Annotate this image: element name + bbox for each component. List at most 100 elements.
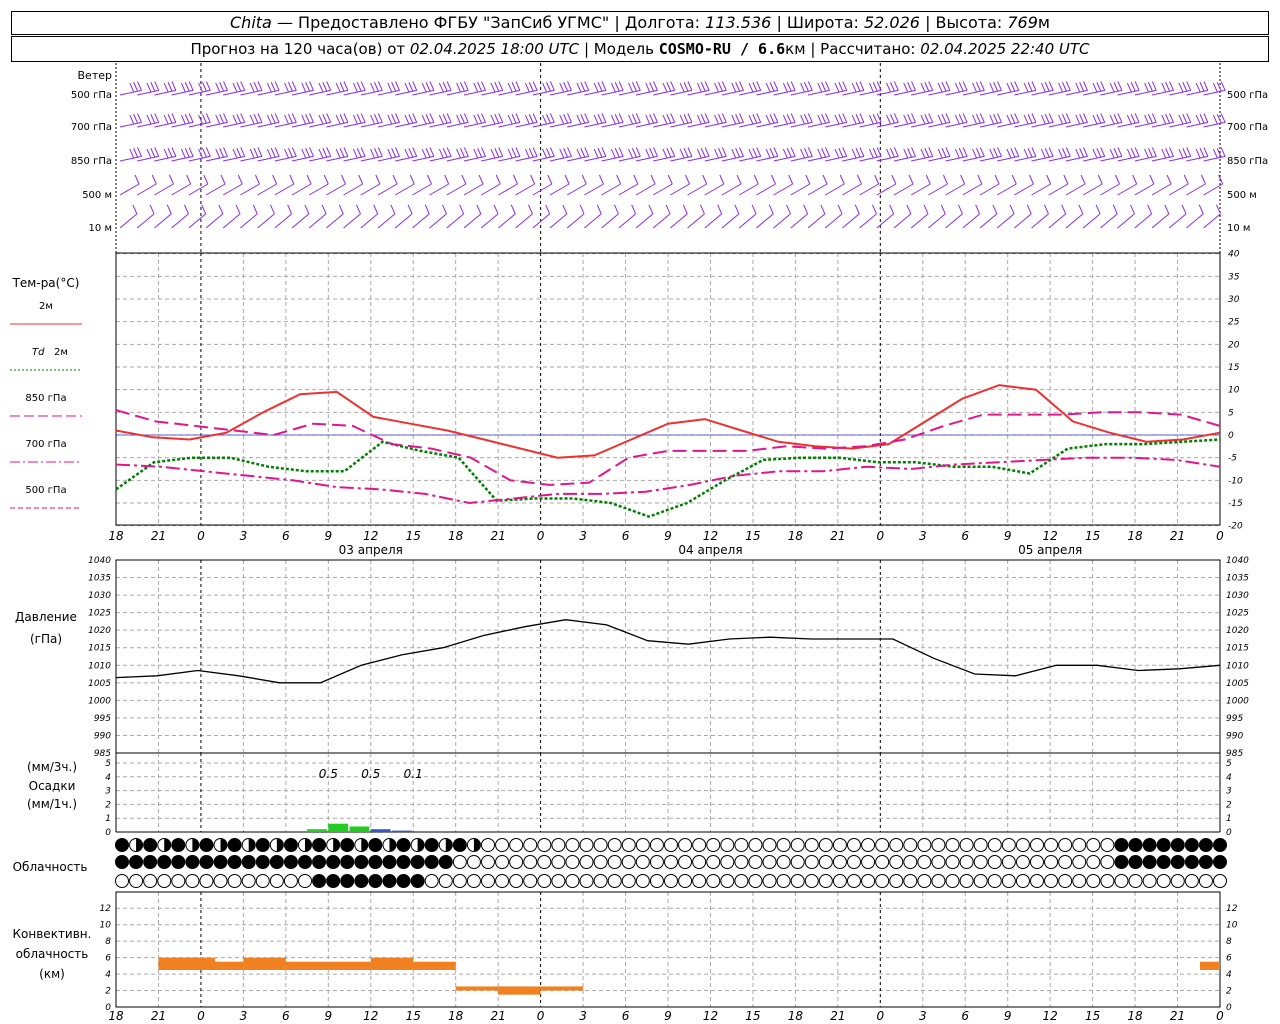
header-row-2: Прогноз на 120 часа(ов) от 02.04.2025 18… [11, 36, 1269, 62]
wind-barb-flag [446, 147, 452, 157]
wind-barb-flag [463, 113, 469, 123]
precip-tick-left: 2 [105, 800, 111, 810]
wind-barb-flag [167, 148, 173, 158]
longitude-value: 113.536 [705, 13, 772, 32]
wind-barb-flag [975, 82, 981, 92]
temp-hour-label: 21 [151, 529, 166, 543]
cloud-symbol [917, 838, 932, 852]
wind-barb-flag [1058, 148, 1064, 159]
temp-tick-right: 15 [1228, 363, 1240, 373]
conv-tick-right: 2 [1226, 987, 1232, 997]
wind-barb [790, 121, 813, 128]
wind-barb-flag [972, 114, 978, 125]
cloud-symbol [298, 855, 312, 869]
wind-barb-flag [257, 81, 263, 91]
wind-barb-flag [339, 148, 345, 158]
wind-barb-flag [387, 82, 393, 93]
wind-barb-flag [908, 174, 914, 185]
wind-barb-flag [490, 114, 496, 125]
wind-barb [463, 89, 486, 96]
conv-bar [540, 986, 584, 991]
wind-barb [790, 213, 808, 229]
wind-barb-flag [851, 82, 857, 93]
cloud-symbol [1114, 855, 1129, 869]
wind-barb [825, 89, 847, 96]
wind-barb-flag [1169, 147, 1174, 157]
wind-barb-flag [752, 82, 758, 92]
wind-barb-flag [975, 148, 981, 158]
temp-hour-label: 9 [1004, 529, 1012, 543]
wind-barb-flag [171, 147, 177, 157]
wind-barb-flag [807, 147, 813, 157]
press-unit: (гПа) [30, 632, 62, 646]
wind-barb [119, 121, 142, 128]
cloud-symbol [875, 838, 890, 852]
wind-barb [1014, 183, 1034, 196]
wind-barb [911, 121, 933, 128]
temp-hour-label: 0 [537, 529, 545, 543]
wind-barb-flag [1215, 204, 1221, 215]
wind-barb-flag [494, 148, 500, 158]
wind-barb-flag [421, 82, 427, 93]
wind-barb-flag [597, 148, 603, 158]
conv-tick-right: 0 [1226, 1003, 1232, 1013]
wind-barb [670, 183, 690, 196]
cloud-symbol [861, 874, 876, 888]
wind-barb [1186, 89, 1209, 96]
wind-barb-flag [321, 204, 327, 215]
wind-barb-flag [735, 148, 741, 158]
wind-barb [842, 183, 862, 196]
wind-barb-flag [205, 113, 211, 123]
precip-bar [370, 829, 391, 832]
wind-barb-flag [786, 114, 792, 124]
wind-barb [1203, 155, 1226, 162]
conv-bar [1200, 961, 1220, 970]
wind-barb-flag [1043, 204, 1049, 215]
wind-barb-flag [593, 114, 599, 125]
cloud-symbol [481, 874, 495, 888]
wind-barb [721, 155, 744, 162]
wind-barb-flag [549, 81, 555, 91]
wind-barb [515, 155, 538, 162]
wind-barb-flag [146, 114, 152, 125]
wind-barb-flag [184, 114, 190, 124]
wind-barb-flag [937, 82, 943, 93]
wind-level-label: 500 м [82, 190, 112, 201]
cloud-symbol [143, 874, 158, 888]
cloud-symbol [720, 838, 735, 852]
wind-barb-flag [387, 114, 393, 125]
cloud-symbol [410, 855, 425, 869]
cloud-symbol [776, 838, 791, 852]
cloud-symbol [185, 855, 200, 869]
wind-barb-flag [356, 148, 362, 158]
wind-barb-flag [872, 148, 878, 158]
cloud-symbol [565, 874, 580, 888]
wind-barb-flag [1113, 82, 1119, 92]
wind-barb-flag [507, 148, 513, 159]
wind-barb-flag [682, 204, 688, 215]
wind-barb-flag [937, 114, 943, 125]
wind-barb-flag [232, 82, 238, 93]
wind-barb-flag [1186, 113, 1192, 123]
wind-barb-flag [937, 148, 943, 159]
wind-barb [188, 121, 211, 128]
wind-barb [1134, 121, 1157, 128]
conv-tick-left: 6 [105, 954, 111, 964]
conv-hour-label: 21 [151, 1009, 166, 1023]
wind-barb [721, 183, 742, 196]
wind-barb-flag [339, 114, 345, 124]
wind-barb-flag [154, 147, 160, 157]
wind-barb-flag [788, 174, 794, 185]
wind-barb [1048, 213, 1066, 229]
conv-hour-label: 21 [491, 1009, 506, 1023]
provider-text: Предоставлено ФГБУ "ЗапСиб УГМС" [298, 13, 610, 32]
conv-bar [200, 961, 244, 970]
wind-barb-flag [530, 174, 536, 185]
cloud-symbol [1100, 838, 1115, 852]
wind-barb-flag [515, 81, 521, 91]
temp-series-1 [115, 438, 1221, 518]
wind-barb [429, 183, 449, 196]
wind-barb-flag [1134, 147, 1140, 157]
wind-barb [274, 89, 297, 96]
wind-barb [601, 155, 624, 162]
